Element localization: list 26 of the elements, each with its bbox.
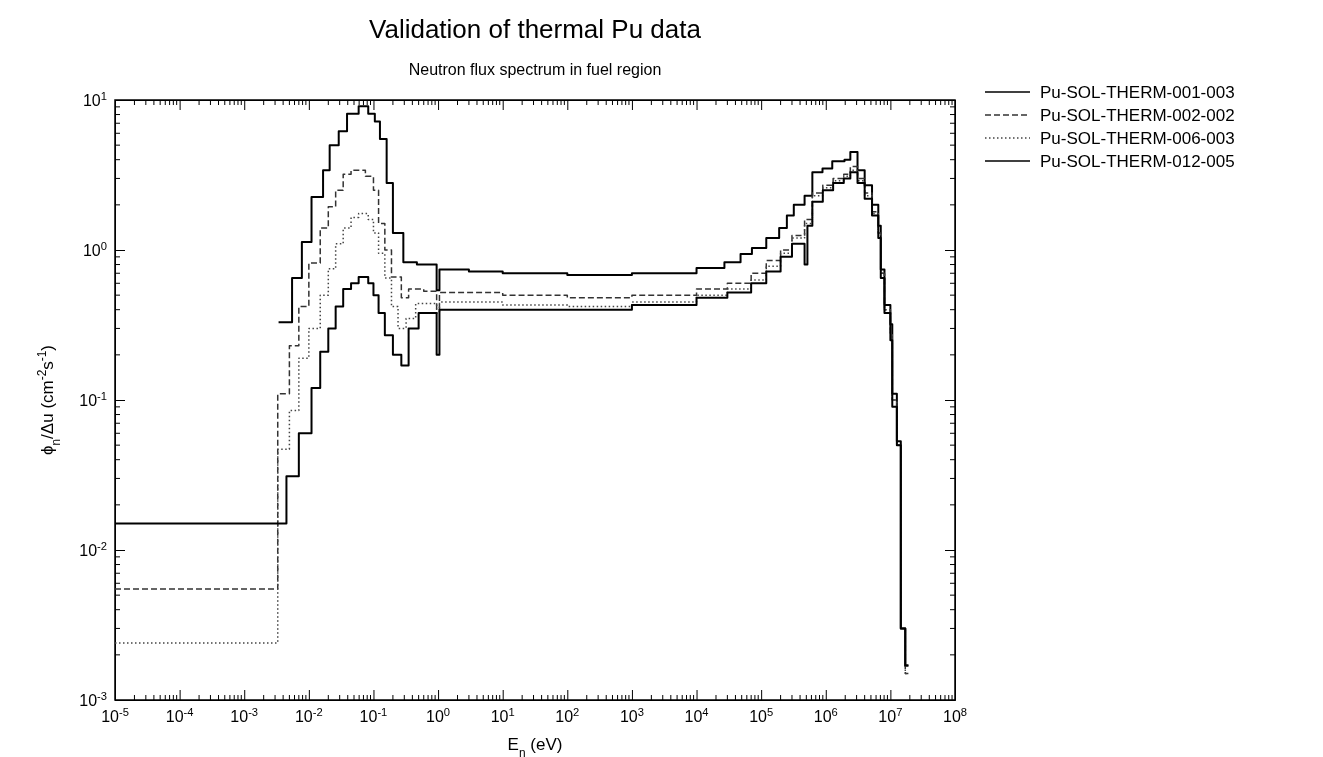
x-tick-label: 10$^{-5}$: [101, 706, 129, 725]
x-tick-label: 10$^{-2}$: [294, 706, 323, 725]
x-tick-label: 10$^{6}$: [813, 706, 838, 725]
legend-label: Pu-SOL-THERM-012-005: [1040, 152, 1235, 171]
y-tick-label: 10$^{-3}$: [79, 690, 107, 709]
x-tick-label: 10$^{-1}$: [359, 706, 388, 725]
y-tick-label: 10$^{-1}$: [79, 390, 107, 409]
legend-label: Pu-SOL-THERM-006-003: [1040, 129, 1235, 148]
x-tick-label: 10$^{5}$: [749, 706, 774, 725]
x-tick-label: 10$^{0}$: [426, 706, 451, 725]
legend-label: Pu-SOL-THERM-002-002: [1040, 106, 1235, 125]
y-tick-label: 10$^{0}$: [82, 240, 107, 259]
x-tick-label: 10$^{4}$: [684, 706, 709, 725]
x-tick-label: 10$^{-4}$: [165, 706, 194, 725]
x-tick-label: 10$^{3}$: [619, 706, 644, 725]
chart-subtitle: Neutron flux spectrum in fuel region: [408, 61, 662, 78]
x-tick-label: 10$^{-3}$: [230, 706, 259, 725]
y-tick-label: 10$^{1}$: [82, 90, 107, 109]
x-tick-label: 10$^{2}$: [555, 706, 580, 725]
x-tick-label: 10$^{8}$: [942, 706, 968, 725]
x-tick-label: 10$^{1}$: [490, 706, 515, 725]
x-tick-label: 10$^{7}$: [878, 706, 903, 725]
x-axis-title: E$_{n}$ (eV): [507, 735, 563, 757]
y-tick-label: 10$^{-2}$: [79, 540, 107, 559]
chart-title: Validation of thermal Pu data: [369, 14, 702, 44]
legend-label: Pu-SOL-THERM-001-003: [1040, 83, 1235, 102]
